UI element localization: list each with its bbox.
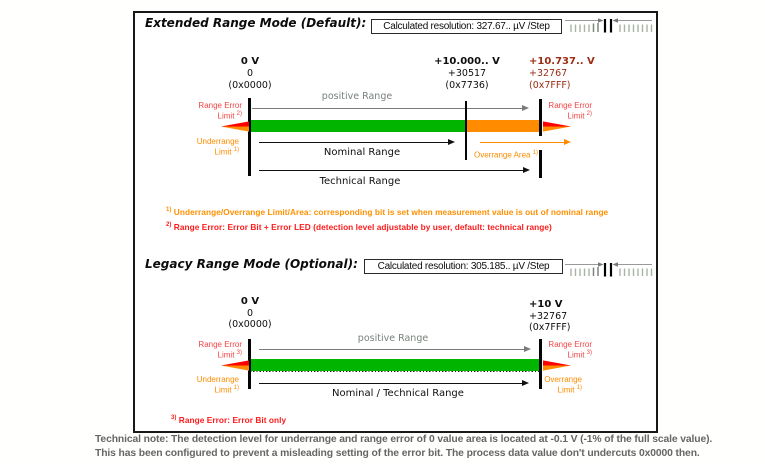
resolution-ruler-icon-legacy [565,261,653,276]
legacy-overrange-limit-label: Overrange Limit 1) [536,375,582,395]
legacy-max-hex: (0x7FFF) [529,322,571,334]
extended-nominal-limit-line [465,101,468,160]
extended-overrange-bar [465,119,540,132]
footnote-underrange-overrange: 1) Underrange/Overrange Limit/Area: corr… [166,207,609,217]
legacy-nominal-range-bar [250,358,540,371]
range-error-text: Range Error [198,100,242,110]
extended-right-limit-arrow [542,120,571,132]
legacy-positive-range-label: positive Range [357,332,429,344]
legacy-nominal-technical-range-label: Nominal / Technical Range [332,387,464,399]
limit-text: Limit 1) [557,385,582,396]
resolution-ruler-icon-extended [565,18,653,33]
extended-underrange-limit-label: Underrange Limit 1) [157,137,239,157]
extended-technical-range-label: Technical Range [319,176,401,187]
legacy-axis-label-zero: 0 V 0 (0x0000) [198,296,302,331]
extended-nominal-range-line [259,142,449,144]
extended-range-error-limit-right-label: Range Error Limit 2) [546,101,592,121]
extended-axis-label-nominal-end: +10.000.. V +30517 (0x7736) [415,56,519,93]
legacy-zero-volts: 0 V [240,296,260,307]
underrange-text: Underrange [196,375,239,384]
extended-nominal-volts: +10.000.. V [434,56,500,67]
extended-nominal-range-bar [250,119,466,132]
underrange-text: Underrange [196,136,239,146]
extended-overrange-area-label: Overrange Area 1) [474,149,539,160]
extended-overrange-area-line [480,142,565,144]
extended-resolution-box: Calculated resolution: 327.67.. µV /Step [371,19,562,34]
legacy-nominal-technical-range-line [259,383,522,385]
extended-zero-volts: 0 V [240,56,260,67]
legacy-detection-level-dotted-line [250,370,539,373]
extended-max-volts: +10.737.. V [529,56,595,67]
extended-positive-range-label: positive Range [321,90,393,102]
legacy-max-volts: +10 V [529,299,563,310]
legacy-range-error-limit-right-label: Range Error Limit 3) [546,340,592,360]
extended-max-limit-line [539,99,542,136]
technical-note-line1: Technical note: The detection level for … [95,433,713,445]
extended-nominal-decimal: +30517 [447,68,487,80]
legacy-zero-hex: (0x0000) [228,319,272,331]
limit-text: Limit 3) [567,350,592,361]
range-error-text: Range Error [548,340,592,349]
legacy-underrange-limit-label: Underrange Limit 1) [157,375,239,395]
overrange-text: Overrange [544,375,582,384]
legacy-positive-range-arrowhead [524,345,531,352]
extended-section-title: Extended Range Mode (Default): [145,16,367,30]
limit-text: Limit 1) [214,385,239,396]
footnote-range-error-extended: 2) Range Error: Error Bit + Error LED (d… [166,221,552,232]
extended-left-limit-arrow [221,120,249,132]
footnote-range-error-legacy: 3) Range Error: Error Bit only [171,415,287,425]
extended-max-decimal: +32767 [529,68,568,80]
legacy-positive-range-line [259,348,524,350]
legacy-max-decimal: +32767 [529,310,568,322]
range-error-text: Range Error [198,340,242,349]
extended-nominal-range-arrowhead [448,139,455,146]
extended-technical-range-arrowhead [523,167,530,174]
legacy-axis-label-max: +10 V +32767 (0x7FFF) [529,299,639,334]
limit-text: Limit 1) [214,146,239,157]
extended-axis-label-max: +10.737.. V +32767 (0x7FFF) [529,56,639,93]
legacy-left-limit-arrow [221,359,249,371]
extended-nominal-hex: (0x7736) [445,80,489,92]
legacy-resolution-box: Calculated resolution: 305.185.. µV /Ste… [364,259,563,274]
extended-zero-decimal: 0 [246,68,254,80]
range-error-text: Range Error [548,100,592,110]
limit-text: Limit 2) [217,110,242,121]
extended-max-hex: (0x7FFF) [529,80,571,92]
limit-text: Limit 2) [567,110,592,121]
extended-positive-range-arrowhead [522,105,529,112]
extended-axis-label-zero: 0 V 0 (0x0000) [198,56,302,93]
extended-zero-limit-line [247,98,251,176]
legacy-section-title: Legacy Range Mode (Optional): [145,257,358,271]
legacy-range-error-limit-left-label: Range Error Limit 3) [160,340,242,360]
legacy-zero-limit-line [247,339,251,389]
legacy-nominal-technical-range-arrowhead [522,380,529,387]
extended-range-error-limit-left-label: Range Error Limit 2) [160,101,242,121]
legacy-zero-decimal: 0 [246,307,254,319]
limit-text: Limit 3) [217,350,242,361]
extended-positive-range-line [252,108,523,110]
legacy-max-limit-line [539,339,542,389]
extended-nominal-range-label: Nominal Range [323,146,401,158]
technical-note-line2: This has been configured to prevent a mi… [95,447,700,459]
extended-overrange-area-arrowhead [564,139,571,146]
extended-technical-range-line [259,170,524,172]
extended-zero-hex: (0x0000) [228,80,272,92]
extended-technical-end-line [539,150,542,178]
legacy-right-limit-arrow [542,359,571,371]
